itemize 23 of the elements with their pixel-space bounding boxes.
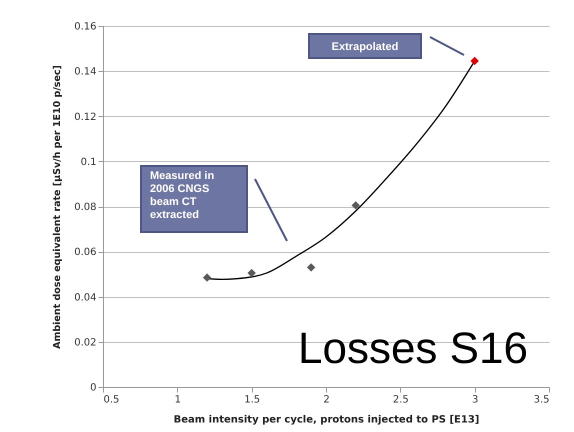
annotation: Measured in 2006 CNGS beam CT extracted xyxy=(140,165,248,233)
y-tick-label: 0.02 xyxy=(74,337,96,348)
annotation: Extrapolated xyxy=(308,33,422,59)
x-tick-label: 1.5 xyxy=(244,394,260,406)
x-tick-label: 3 xyxy=(472,394,478,406)
y-tick-label: 0.16 xyxy=(74,22,96,32)
x-tick-label: 2 xyxy=(323,394,330,406)
x-tick-label: 2.5 xyxy=(392,394,409,406)
y-tick-label: 0.04 xyxy=(74,292,96,304)
x-tick-label: 3.5 xyxy=(534,394,550,406)
callout: Extrapolated xyxy=(307,32,465,60)
callout: Measured in 2006 CNGS beam CT extracted xyxy=(139,164,288,242)
y-tick-label: 0.14 xyxy=(74,66,96,78)
x-axis-title: Beam intensity per cycle, protons injected to PS [E13] xyxy=(174,414,480,426)
annotation: Losses S16 xyxy=(298,324,528,374)
y-tick-label: 0 xyxy=(90,382,96,394)
x-tick-label: 1 xyxy=(174,394,182,406)
y-tick-label: 0.08 xyxy=(74,202,96,213)
y-tick-label: 0.12 xyxy=(74,112,96,123)
y-axis-title: Ambient dose equivalent rate [µSv/h per 1E10 p/sec] xyxy=(52,65,64,349)
y-tick-label: 0.1 xyxy=(80,156,96,168)
y-tick-label: 0.06 xyxy=(74,247,96,258)
x-tick-label: 0.5 xyxy=(104,394,120,406)
